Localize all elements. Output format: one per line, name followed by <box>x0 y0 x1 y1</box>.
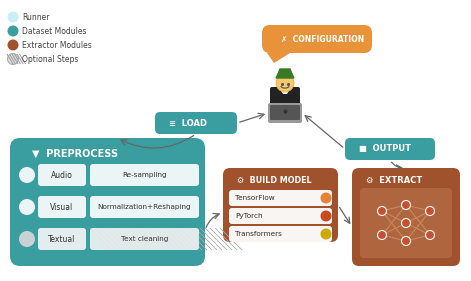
FancyBboxPatch shape <box>10 138 205 266</box>
FancyBboxPatch shape <box>38 228 86 250</box>
Circle shape <box>401 237 411 246</box>
FancyBboxPatch shape <box>38 228 86 250</box>
Text: Re-sampling: Re-sampling <box>122 172 167 178</box>
Text: Textual: Textual <box>49 235 76 244</box>
Circle shape <box>8 40 18 51</box>
Text: Text cleaning: Text cleaning <box>121 236 168 242</box>
FancyBboxPatch shape <box>270 105 300 120</box>
Circle shape <box>8 12 18 22</box>
Text: Transformers: Transformers <box>235 231 282 237</box>
Text: Optional Steps: Optional Steps <box>22 55 78 64</box>
FancyBboxPatch shape <box>90 228 199 250</box>
FancyBboxPatch shape <box>229 208 332 224</box>
Circle shape <box>320 192 332 203</box>
Circle shape <box>320 228 332 239</box>
Circle shape <box>377 230 387 239</box>
FancyBboxPatch shape <box>223 168 338 242</box>
FancyBboxPatch shape <box>345 138 435 160</box>
Circle shape <box>401 219 411 228</box>
Circle shape <box>19 167 35 183</box>
Polygon shape <box>267 53 290 63</box>
FancyBboxPatch shape <box>268 103 302 123</box>
FancyBboxPatch shape <box>38 164 86 186</box>
Circle shape <box>425 207 435 216</box>
FancyBboxPatch shape <box>90 196 199 218</box>
Text: Audio: Audio <box>51 171 73 180</box>
FancyBboxPatch shape <box>262 25 372 53</box>
Circle shape <box>19 199 35 215</box>
Polygon shape <box>276 74 294 78</box>
Text: PyTorch: PyTorch <box>235 213 262 219</box>
Text: ⚙  BUILD MODEL: ⚙ BUILD MODEL <box>237 176 312 185</box>
Polygon shape <box>278 69 292 74</box>
Circle shape <box>425 230 435 239</box>
FancyBboxPatch shape <box>90 228 199 250</box>
Text: Extractor Modules: Extractor Modules <box>22 40 92 49</box>
Text: ≡  LOAD: ≡ LOAD <box>169 119 207 128</box>
FancyBboxPatch shape <box>90 164 199 186</box>
Circle shape <box>8 26 18 37</box>
FancyBboxPatch shape <box>229 190 332 206</box>
Text: ■  OUTPUT: ■ OUTPUT <box>359 144 411 153</box>
Text: ▼  PREPROCESS: ▼ PREPROCESS <box>32 149 118 159</box>
Circle shape <box>377 207 387 216</box>
Text: Runner: Runner <box>22 12 49 22</box>
Circle shape <box>320 210 332 221</box>
Text: TensorFlow: TensorFlow <box>235 195 275 201</box>
Text: Normalization+Reshaping: Normalization+Reshaping <box>97 204 191 210</box>
Circle shape <box>8 53 18 65</box>
Text: Dataset Modules: Dataset Modules <box>22 26 87 35</box>
Text: Visual: Visual <box>50 203 73 212</box>
FancyBboxPatch shape <box>155 112 237 134</box>
FancyBboxPatch shape <box>38 196 86 218</box>
Circle shape <box>276 74 294 92</box>
Circle shape <box>19 231 35 247</box>
FancyBboxPatch shape <box>229 226 332 242</box>
Text: ✗  CONFIGURATION: ✗ CONFIGURATION <box>281 35 365 44</box>
FancyBboxPatch shape <box>352 168 460 266</box>
Polygon shape <box>280 89 290 94</box>
Text: ⚙  EXTRACT: ⚙ EXTRACT <box>366 176 422 185</box>
Circle shape <box>401 201 411 210</box>
FancyBboxPatch shape <box>270 87 300 107</box>
FancyBboxPatch shape <box>360 188 452 258</box>
